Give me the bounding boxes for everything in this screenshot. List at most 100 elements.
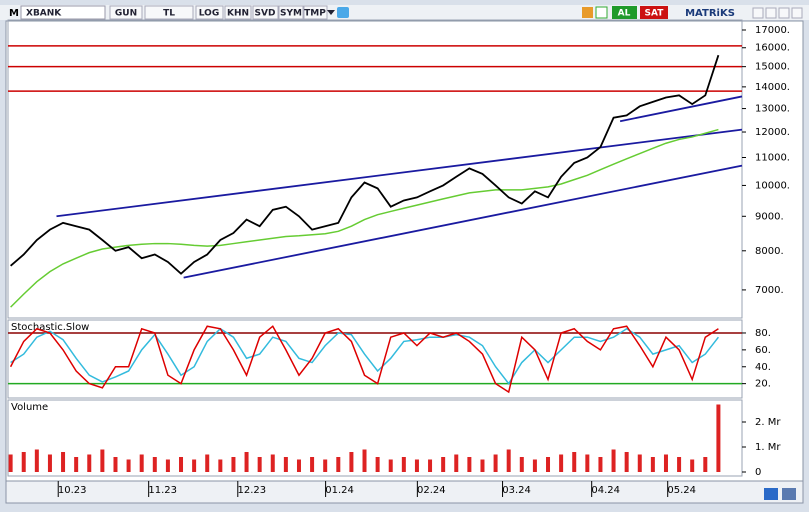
volume-bar bbox=[310, 457, 315, 472]
y-tick-label: 80. bbox=[755, 328, 771, 339]
volume-bar bbox=[690, 459, 695, 472]
y-tick-label: 12000. bbox=[755, 127, 790, 138]
volume-bar bbox=[428, 459, 433, 472]
settings-icon[interactable] bbox=[782, 488, 796, 500]
volume-bar bbox=[47, 454, 52, 472]
y-tick-label: 9000. bbox=[755, 211, 784, 222]
window-button[interactable] bbox=[765, 7, 777, 19]
volume-bar bbox=[336, 457, 341, 472]
volume-bar bbox=[519, 457, 524, 472]
volume-bar bbox=[401, 457, 406, 472]
refresh-icon[interactable] bbox=[764, 488, 778, 500]
series-line bbox=[10, 128, 719, 308]
x-tick-label: 10.23 bbox=[58, 485, 87, 496]
volume-bar bbox=[34, 449, 39, 472]
volume-bar bbox=[244, 452, 249, 472]
volume-bar bbox=[677, 457, 682, 472]
button[interactable] bbox=[303, 5, 328, 20]
tool-icon[interactable] bbox=[595, 6, 608, 19]
date-bar bbox=[5, 480, 804, 504]
window-button[interactable] bbox=[752, 7, 764, 19]
window-button[interactable] bbox=[778, 7, 790, 19]
volume-bar bbox=[572, 452, 577, 472]
trend-line bbox=[619, 95, 743, 123]
volume-bar bbox=[362, 449, 367, 472]
volume-bar bbox=[113, 457, 118, 472]
y-tick-label: 7000. bbox=[755, 285, 784, 296]
volume-bar bbox=[100, 449, 105, 472]
x-tick-label: 01.24 bbox=[325, 485, 354, 496]
button[interactable] bbox=[252, 5, 279, 20]
volume-bar bbox=[296, 459, 301, 472]
y-tick-label: 15000. bbox=[755, 62, 790, 73]
x-tick-label: 03.24 bbox=[502, 485, 531, 496]
y-tick-label: 60. bbox=[755, 345, 771, 356]
volume-bar bbox=[192, 459, 197, 472]
panel-border bbox=[7, 19, 743, 319]
panel-title: Volume bbox=[11, 402, 48, 413]
volume-bar bbox=[598, 457, 603, 472]
buy-button[interactable] bbox=[612, 6, 637, 19]
volume-bar bbox=[375, 457, 380, 472]
volume-bar bbox=[585, 454, 590, 472]
y-tick-label: 10000. bbox=[755, 180, 790, 191]
button[interactable] bbox=[109, 5, 143, 20]
volume-bar bbox=[179, 457, 184, 472]
volume-bar bbox=[323, 459, 328, 472]
series-line bbox=[10, 327, 719, 385]
tool-icon[interactable] bbox=[582, 7, 593, 18]
button-label: SYM bbox=[280, 9, 302, 19]
chart-area bbox=[5, 20, 804, 482]
button[interactable] bbox=[144, 5, 194, 20]
button-label: LOG bbox=[199, 9, 219, 19]
share-icon[interactable] bbox=[337, 7, 349, 18]
sell-label: SAT bbox=[645, 9, 665, 19]
button[interactable] bbox=[195, 5, 224, 20]
volume-bar bbox=[257, 457, 262, 472]
volume-bar bbox=[205, 454, 210, 472]
volume-bar bbox=[61, 452, 66, 472]
series-line bbox=[10, 54, 720, 275]
logo: M bbox=[9, 8, 19, 19]
y-tick-label: 11000. bbox=[755, 153, 790, 164]
volume-bar bbox=[165, 459, 170, 472]
trend-line bbox=[56, 128, 743, 218]
volume-bar bbox=[637, 454, 642, 472]
volume-bar bbox=[650, 457, 655, 472]
button-label: KHN bbox=[227, 9, 249, 19]
x-tick-label: 02.24 bbox=[417, 485, 446, 496]
panel-title: Stochastic.Slow bbox=[11, 322, 89, 333]
volume-bar bbox=[139, 454, 144, 472]
y-tick-label: 1. Mr bbox=[755, 442, 781, 453]
button[interactable] bbox=[278, 5, 304, 20]
x-tick-label: 12.23 bbox=[237, 485, 266, 496]
volume-bar bbox=[611, 449, 616, 472]
volume-bar bbox=[126, 459, 131, 472]
x-tick-label: 05.24 bbox=[667, 485, 696, 496]
volume-bar bbox=[414, 459, 419, 472]
symbol: XBANK bbox=[26, 9, 62, 19]
volume-bar bbox=[703, 457, 708, 472]
y-tick-label: 13000. bbox=[755, 104, 790, 115]
volume-bar bbox=[74, 457, 79, 472]
buy-label: AL bbox=[618, 9, 631, 19]
button-label: TMP bbox=[304, 9, 326, 19]
sell-button[interactable] bbox=[640, 6, 668, 19]
window-button[interactable] bbox=[791, 7, 803, 19]
y-tick-label: 17000. bbox=[755, 25, 790, 36]
y-tick-label: 2. Mr bbox=[755, 417, 781, 428]
volume-bar bbox=[218, 459, 223, 472]
volume-bar bbox=[388, 459, 393, 472]
button[interactable] bbox=[224, 5, 252, 20]
dropdown-arrow[interactable] bbox=[327, 10, 335, 15]
volume-bar bbox=[493, 454, 498, 472]
volume-bar bbox=[152, 457, 157, 472]
button-label: TL bbox=[163, 9, 175, 19]
y-tick-label: 14000. bbox=[755, 82, 790, 93]
volume-bar bbox=[283, 457, 288, 472]
volume-bar bbox=[349, 452, 354, 472]
volume-bar bbox=[231, 457, 236, 472]
volume-bar bbox=[270, 454, 275, 472]
symbol-box[interactable] bbox=[20, 5, 106, 20]
volume-bar bbox=[624, 452, 629, 472]
